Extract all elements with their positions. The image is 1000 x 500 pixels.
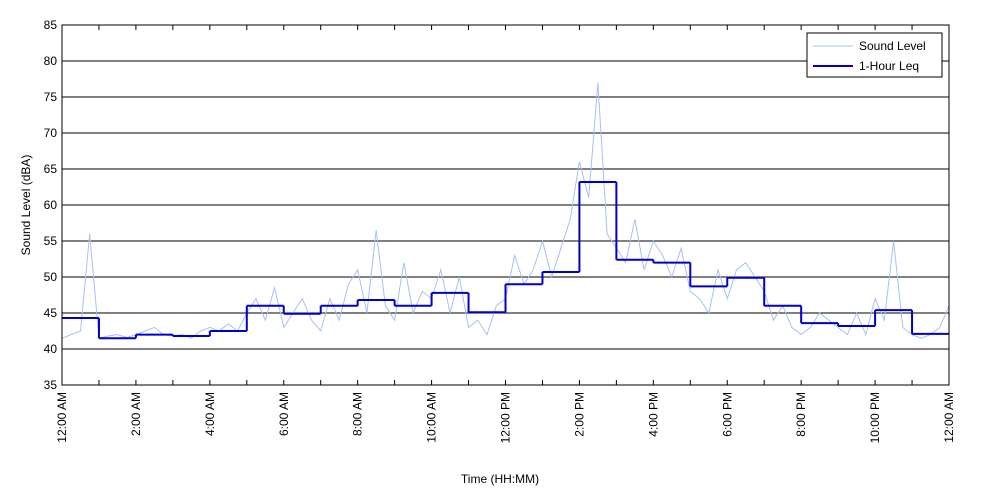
y-axis-label: Sound Level (dBA) (19, 155, 33, 256)
y-tick-label: 40 (44, 342, 58, 356)
x-tick-label: 8:00 PM (794, 392, 808, 437)
y-tick-label: 85 (44, 18, 58, 32)
plot-frame (61, 24, 950, 386)
y-tick-label: 70 (44, 126, 58, 140)
y-tick-label: 50 (44, 270, 58, 284)
x-tick-label: 12:00 AM (55, 392, 69, 443)
x-tick-label: 4:00 AM (203, 392, 217, 436)
x-tick-label: 12:00 AM (942, 392, 956, 443)
legend-box (806, 32, 943, 78)
y-tick-label: 45 (44, 306, 58, 320)
x-tick-label: 10:00 AM (425, 392, 439, 443)
y-tick-label: 55 (44, 234, 58, 248)
x-tick-label: 2:00 AM (129, 392, 143, 436)
x-tick-label: 10:00 PM (868, 392, 882, 443)
x-tick-label: 4:00 PM (646, 392, 660, 437)
x-tick-label: 2:00 PM (572, 392, 586, 437)
y-tick-label: 60 (44, 198, 58, 212)
x-axis-label: Time (HH:MM) (461, 472, 539, 486)
legend-label: 1-Hour Leq (859, 59, 919, 73)
x-tick-label: 12:00 PM (499, 392, 513, 443)
x-tick-label: 6:00 AM (277, 392, 291, 436)
x-tick-label: 8:00 AM (351, 392, 365, 436)
y-tick-label: 80 (44, 54, 58, 68)
y-tick-label: 65 (44, 162, 58, 176)
legend-label: Sound Level (859, 39, 926, 53)
y-tick-label: 35 (44, 378, 58, 392)
x-tick-label: 6:00 PM (720, 392, 734, 437)
y-tick-label: 75 (44, 90, 58, 104)
